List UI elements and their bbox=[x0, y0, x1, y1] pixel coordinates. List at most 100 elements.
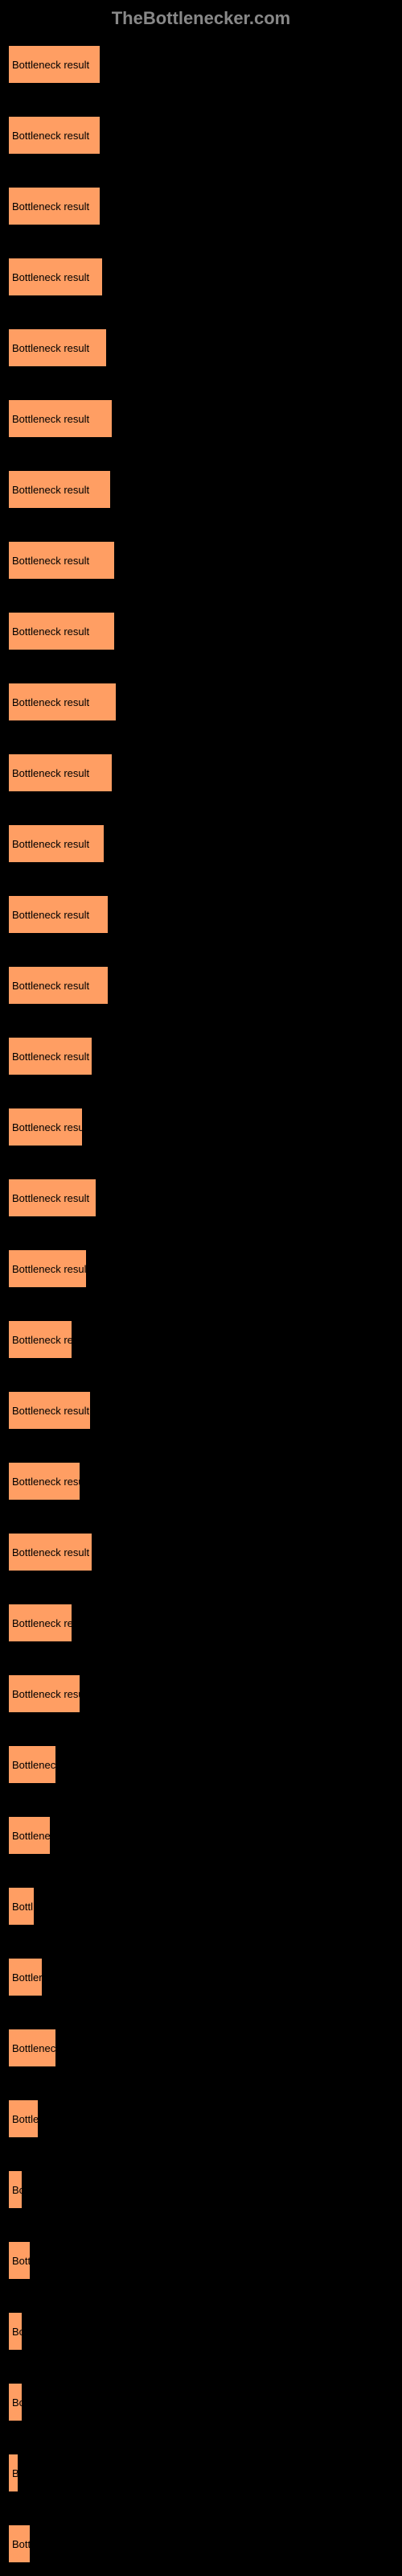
bar-row: Bottleneck re bbox=[8, 1320, 394, 1359]
bar: Bottleneck resu bbox=[8, 1462, 80, 1501]
bar-label: Bottleneck resu bbox=[12, 1476, 80, 1488]
bar-label: B bbox=[12, 2467, 18, 2479]
bar-row: Bottleneck result bbox=[8, 612, 394, 650]
bar: Bottleneck re bbox=[8, 1320, 72, 1359]
bar: Bottleneck result bbox=[8, 612, 115, 650]
bar: Bottleneck result bbox=[8, 1533, 92, 1571]
bar-row: Bottleneck result bbox=[8, 1037, 394, 1075]
bar: Bottleneck result bbox=[8, 258, 103, 296]
bar-row: Bottlene bbox=[8, 1816, 394, 1855]
bar-label: Bottleneck result bbox=[12, 484, 89, 496]
bar-row: Bottleneck result bbox=[8, 116, 394, 155]
bar-label: Bottler bbox=[12, 1971, 43, 1984]
bar-label: Bottleneck re bbox=[12, 1617, 72, 1629]
bar: Bottlenec bbox=[8, 2029, 56, 2067]
bar-label: Bottleneck result bbox=[12, 59, 89, 71]
bar-label: Bottleneck result bbox=[12, 413, 89, 425]
bar-label: Bottle bbox=[12, 2113, 39, 2125]
bar: Bottleneck result bbox=[8, 187, 100, 225]
bar: Bottleneck result bbox=[8, 1037, 92, 1075]
bar: Bottle bbox=[8, 2099, 39, 2138]
bar: Bottleneck result bbox=[8, 753, 113, 792]
bar-label: Bottleneck result bbox=[12, 1051, 89, 1063]
bar-label: Bottleneck result bbox=[12, 342, 89, 354]
bar-row: Bottleneck resu bbox=[8, 1462, 394, 1501]
bar: Bo bbox=[8, 2170, 23, 2209]
bar-row: Bottleneck result bbox=[8, 1249, 394, 1288]
bar-label: Bottleneck result bbox=[12, 980, 89, 992]
bar-label: Bottleneck result bbox=[12, 1546, 89, 1558]
bar-row: Bottleneck result bbox=[8, 399, 394, 438]
bar-label: Bottlenec bbox=[12, 2042, 55, 2054]
bar: Bottleneck result bbox=[8, 1249, 87, 1288]
bar-label: Bottleneck resu bbox=[12, 1688, 80, 1700]
bar-label: Bo bbox=[12, 2396, 23, 2409]
bar-row: Bottleneck result bbox=[8, 824, 394, 863]
bar-row: Bottle bbox=[8, 2099, 394, 2138]
bar-label: Bottleneck result bbox=[12, 1192, 89, 1204]
bar: Bottleneck result bbox=[8, 541, 115, 580]
bar: Bottleneck result bbox=[8, 116, 100, 155]
bar-label: Bott bbox=[12, 2538, 31, 2550]
bar: Bottleneck result bbox=[8, 1108, 83, 1146]
bar: Bott bbox=[8, 2241, 31, 2280]
bar-row: Bottleneck result bbox=[8, 1533, 394, 1571]
bar-row: Bo bbox=[8, 2383, 394, 2421]
bar: Bottleneck re bbox=[8, 1604, 72, 1642]
bar: Bottleneck result bbox=[8, 1179, 96, 1217]
bar: Bottler bbox=[8, 1958, 43, 1996]
bar-label: Bo bbox=[12, 2326, 23, 2338]
bar-row: Bottleneck result bbox=[8, 753, 394, 792]
bar-row: Bottlenec bbox=[8, 2029, 394, 2067]
bar-row: Bottleneck result bbox=[8, 470, 394, 509]
bar-row: Bottlenec bbox=[8, 1745, 394, 1784]
bar-row: Bottleneck result bbox=[8, 966, 394, 1005]
bar-row: B bbox=[8, 2454, 394, 2492]
bar-row: Bottleneck result bbox=[8, 541, 394, 580]
bar-label: Bottleneck result bbox=[12, 909, 89, 921]
bar-label: Bottleneck result bbox=[12, 271, 89, 283]
bar: Bottleneck result bbox=[8, 966, 109, 1005]
bar-label: Bottleneck result bbox=[12, 625, 89, 638]
bar-row: Bottl bbox=[8, 1887, 394, 1926]
bar-row: Bottleneck result bbox=[8, 258, 394, 296]
bar-row: Bottleneck result bbox=[8, 45, 394, 84]
bar-label: Bottleneck result bbox=[12, 696, 89, 708]
bar-row: Bottleneck resu bbox=[8, 1674, 394, 1713]
bar-row: Bott bbox=[8, 2241, 394, 2280]
bar: Bottleneck result bbox=[8, 895, 109, 934]
bar-row: Bottleneck result bbox=[8, 1108, 394, 1146]
bar-label: Bottleneck result bbox=[12, 767, 89, 779]
bar-label: Bottleneck result bbox=[12, 555, 89, 567]
brand-logo: TheBottlenecker.com bbox=[8, 8, 394, 29]
bar-label: Bottlenec bbox=[12, 1759, 55, 1771]
bar: Bottl bbox=[8, 1887, 35, 1926]
bar-row: Bottler bbox=[8, 1958, 394, 1996]
bar: Bottleneck result bbox=[8, 399, 113, 438]
bar: Bottleneck result bbox=[8, 45, 100, 84]
bar-label: Bottlene bbox=[12, 1830, 51, 1842]
bar: Bo bbox=[8, 2383, 23, 2421]
bar: Bottlenec bbox=[8, 1745, 56, 1784]
bar-chart: Bottleneck result Bottleneck result Bottle… bbox=[8, 45, 394, 2563]
bar-label: Bottleneck result bbox=[12, 200, 89, 213]
bar-row: Bott bbox=[8, 2524, 394, 2563]
bar-label: Bottleneck result bbox=[12, 838, 89, 850]
bar-label: Bottleneck result bbox=[12, 1263, 87, 1275]
bar-row: Bottleneck result bbox=[8, 1391, 394, 1430]
bar-label: Bottleneck result bbox=[12, 1405, 89, 1417]
bar: Bo bbox=[8, 2312, 23, 2351]
bar: Bottleneck result bbox=[8, 683, 117, 721]
bar-label: Bottleneck re bbox=[12, 1334, 72, 1346]
bar: Bottleneck resu bbox=[8, 1674, 80, 1713]
bar: Bottleneck result bbox=[8, 1391, 91, 1430]
bar-row: Bottleneck result bbox=[8, 683, 394, 721]
bar-label: Bottleneck result bbox=[12, 1121, 83, 1133]
bar-row: Bottleneck result bbox=[8, 328, 394, 367]
bar: B bbox=[8, 2454, 18, 2492]
bar-label: Bo bbox=[12, 2184, 23, 2196]
bar-label: Bottl bbox=[12, 1901, 33, 1913]
bar-row: Bo bbox=[8, 2312, 394, 2351]
bar-row: Bo bbox=[8, 2170, 394, 2209]
bar: Bottleneck result bbox=[8, 470, 111, 509]
